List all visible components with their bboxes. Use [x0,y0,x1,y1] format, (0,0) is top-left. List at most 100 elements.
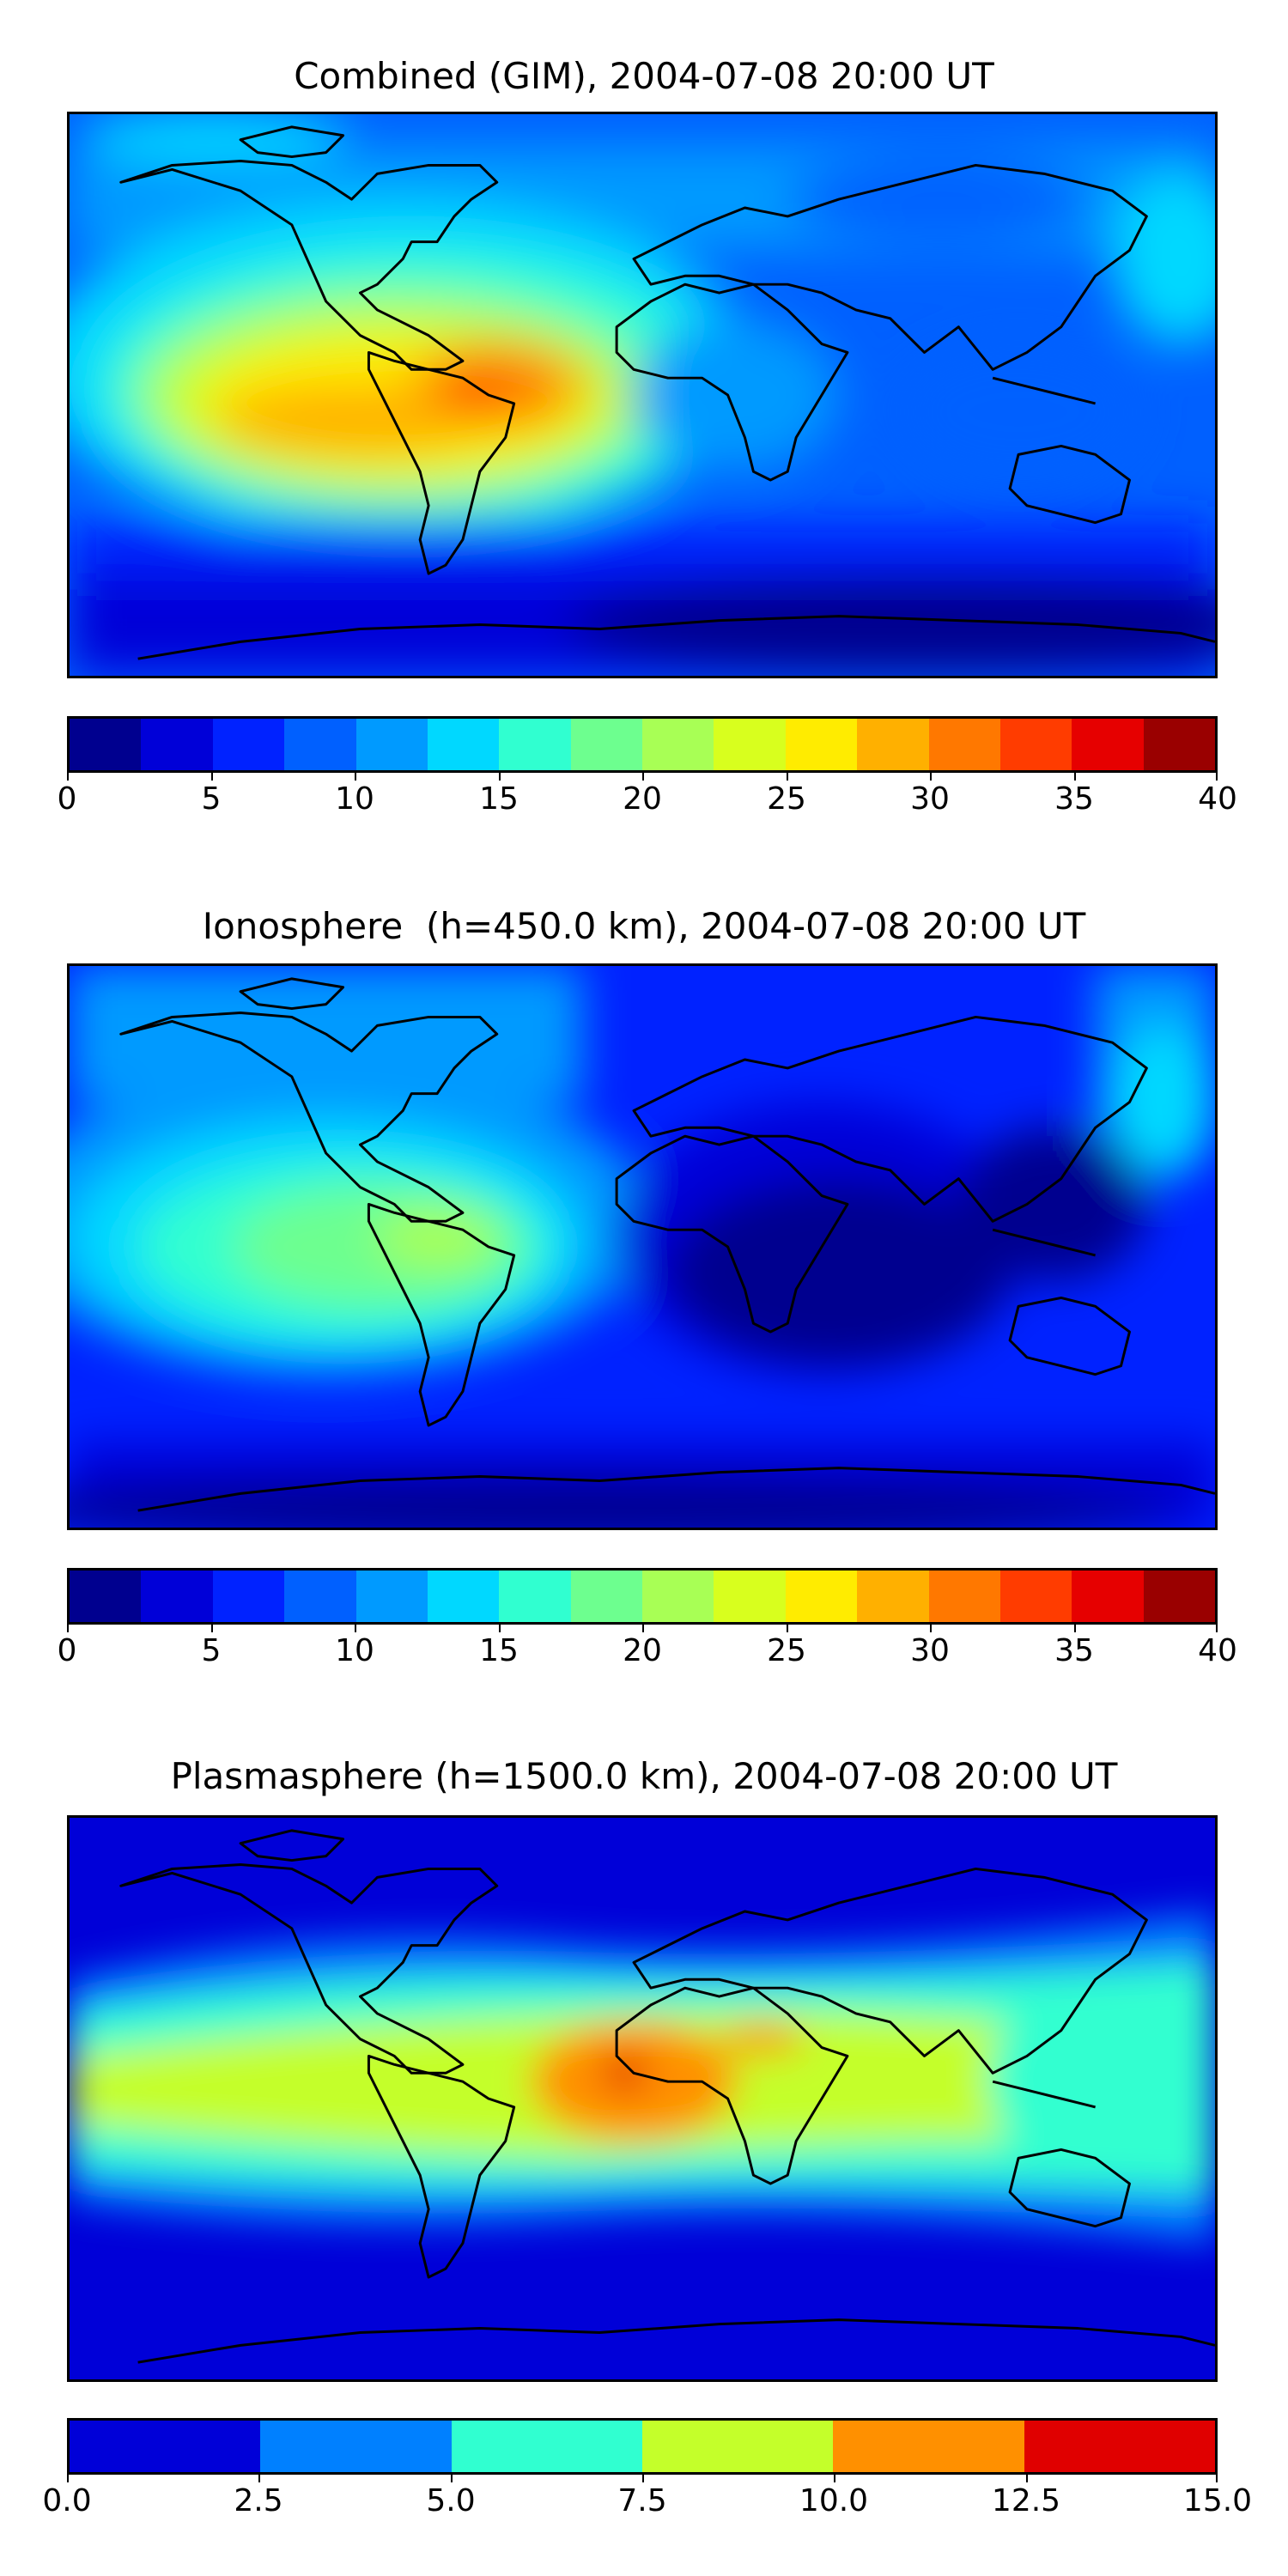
colorbar-tick [642,1622,644,1632]
colorbar-tick-label: 0 [57,1633,77,1668]
colorbar-segment [355,719,428,770]
colorbar-tick-label: 2.5 [234,2483,283,2518]
colorbar-segment [1143,719,1215,770]
colorbar-tick [930,770,932,781]
colorbar-segment [642,719,714,770]
colorbar-segment [499,719,571,770]
colorbar-segment [70,2421,261,2472]
ionosphere-tec-map [67,963,1218,1530]
colorbar-segment [785,719,858,770]
colorbar-tick [355,770,356,781]
colorbar-tick [499,1622,501,1632]
colorbar-tick [1216,1622,1218,1632]
colorbar-tick-label: 30 [910,1633,950,1668]
colorbar-tick-label: 10 [335,781,374,817]
colorbar-tick [1074,1622,1076,1632]
colorbar-tick-label: 7.5 [617,2483,667,2518]
colorbar-segment [1072,719,1144,770]
colorbar-segment [1072,1571,1144,1622]
colorbar-tick [787,770,788,781]
colorbar-segment [570,719,642,770]
colorbar-segment [714,719,786,770]
colorbar-tick [451,2472,453,2482]
colorbar-tick-label: 0 [57,781,77,817]
colorbar-tick-label: 20 [623,1633,662,1668]
colorbar-tick-label: 25 [767,781,806,817]
colorbar-tick-label: 5.0 [426,2483,476,2518]
colorbar-tick-label: 25 [767,1633,806,1668]
colorbar-tick-label: 40 [1198,1633,1237,1668]
ionosphere-colorbar-ticks: 0 5 10 15 20 25 30 35 40 [58,1622,1237,1674]
colorbar-tick [67,2472,69,2482]
colorbar-segment [451,2421,642,2472]
colorbar-tick-label: 20 [623,781,662,817]
colorbar-tick [258,2472,260,2482]
colorbar-tick-label: 12.5 [991,2483,1061,2518]
colorbar-segment [857,719,929,770]
colorbar-tick [1216,2472,1218,2482]
panel-3-title: Plasmasphere (h=1500.0 km), 2004-07-08 2… [170,1755,1118,1797]
colorbar-tick [211,770,213,781]
ionosphere-colorbar [67,1568,1218,1625]
colorbar-segment [857,1571,929,1622]
combined-colorbar [67,716,1218,773]
panel-1-title: Combined (GIM), 2004-07-08 20:00 UT [294,55,994,97]
colorbar-segment [427,1571,500,1622]
colorbar-segment [427,719,500,770]
colorbar-tick [787,1622,788,1632]
colorbar-tick [67,770,69,781]
colorbar-segment [284,1571,356,1622]
colorbar-segment [785,1571,858,1622]
colorbar-tick-label: 35 [1054,781,1094,817]
colorbar-tick-label: 30 [910,781,950,817]
colorbar-tick-label: 15 [479,781,519,817]
plasmasphere-colorbar [67,2418,1218,2475]
colorbar-tick [834,2472,835,2482]
colorbar-segment [928,719,1000,770]
colorbar-tick [355,1622,356,1632]
colorbar-tick [211,1622,213,1632]
colorbar-segment [833,2421,1024,2472]
colorbar-segment [570,1571,642,1622]
colorbar-segment [1024,2421,1215,2472]
colorbar-segment [642,1571,714,1622]
colorbar-segment [714,1571,786,1622]
combined-tec-map [67,112,1218,678]
plasmasphere-tec-map [67,1815,1218,2382]
colorbar-segment [260,2421,452,2472]
colorbar-segment [641,2421,834,2472]
colorbar-tick-label: 35 [1054,1633,1094,1668]
colorbar-tick-label: 15.0 [1182,2483,1253,2518]
panel-2-title: Ionosphere (h=450.0 km), 2004-07-08 20:0… [202,905,1086,947]
colorbar-segment [499,1571,571,1622]
colorbar-segment [141,719,213,770]
coastline-overlay [119,1829,1215,2364]
colorbar-segment [70,719,142,770]
colorbar-segment [999,1571,1072,1622]
colorbar-tick-label: 10 [335,1633,374,1668]
colorbar-tick [642,2472,644,2482]
colorbar-segment [928,1571,1000,1622]
colorbar-tick [1216,770,1218,781]
combined-colorbar-ticks: 0 5 10 15 20 25 30 35 40 [58,770,1237,822]
colorbar-segment [141,1571,213,1622]
colorbar-segment [355,1571,428,1622]
colorbar-tick-label: 40 [1198,781,1237,817]
colorbar-tick [1026,2472,1028,2482]
colorbar-tick-label: 5 [201,781,222,817]
colorbar-segment [212,719,285,770]
colorbar-tick-label: 15 [479,1633,519,1668]
colorbar-segment [1143,1571,1215,1622]
colorbar-tick [642,770,644,781]
colorbar-segment [284,719,356,770]
colorbar-tick [499,770,501,781]
colorbar-tick-label: 10.0 [799,2483,869,2518]
colorbar-tick [1074,770,1076,781]
colorbar-tick-label: 0.0 [42,2483,92,2518]
colorbar-tick-label: 5 [201,1633,222,1668]
colorbar-tick [67,1622,69,1632]
coastline-overlay [119,977,1215,1512]
colorbar-segment [70,1571,142,1622]
plasmasphere-colorbar-ticks: 0.0 2.5 5.0 7.5 10.0 12.5 15.0 [42,2472,1252,2524]
colorbar-tick [930,1622,932,1632]
